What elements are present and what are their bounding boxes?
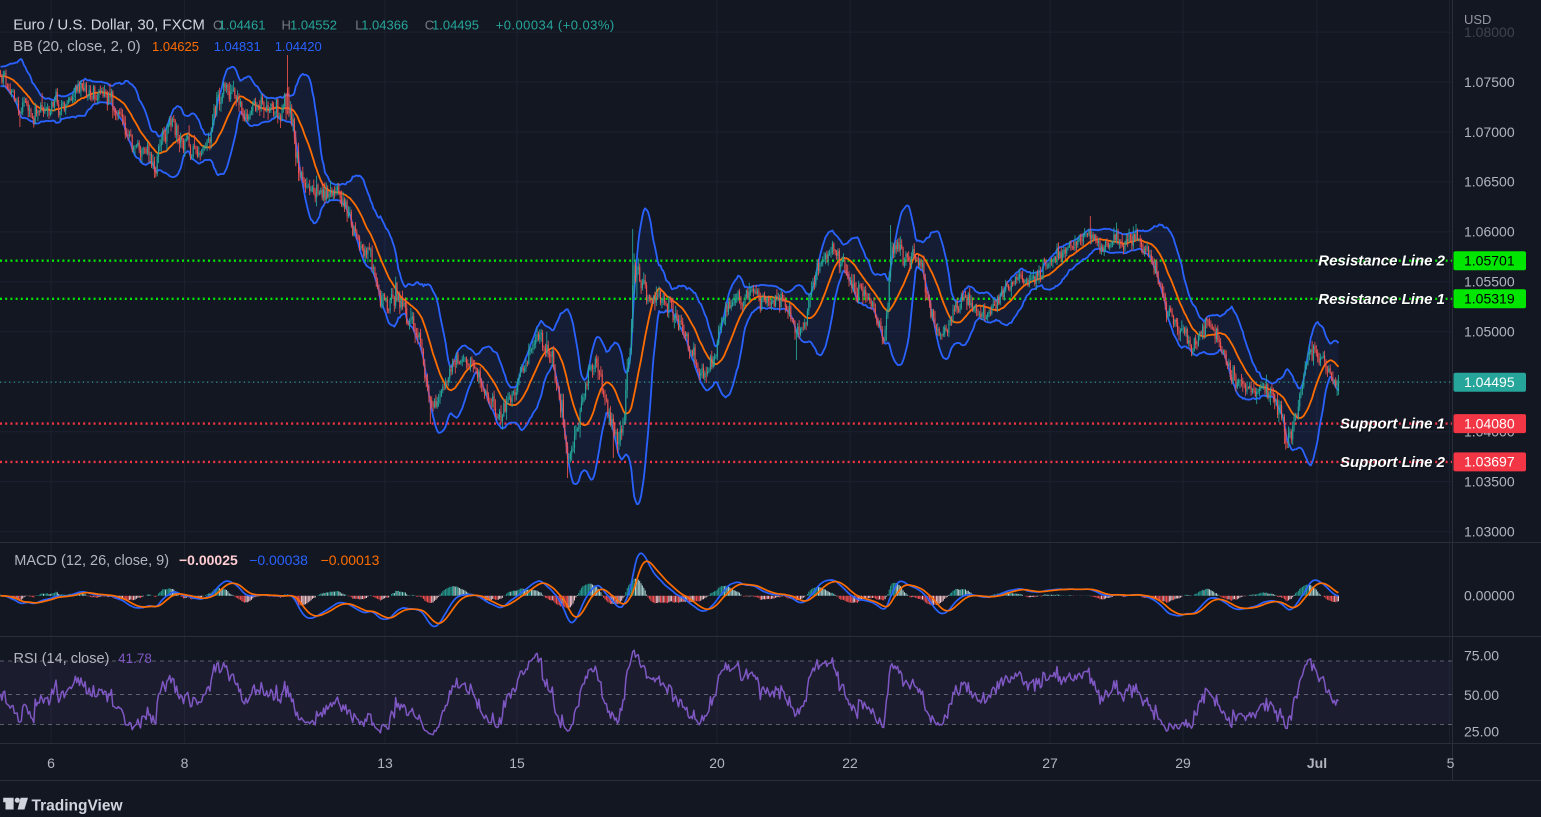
svg-text:Jul: Jul — [1307, 755, 1327, 771]
svg-text:15: 15 — [509, 755, 525, 771]
svg-text:USD: USD — [1464, 12, 1491, 27]
svg-text:Resistance Line 2: Resistance Line 2 — [1318, 253, 1445, 270]
svg-text:1.05319: 1.05319 — [1464, 291, 1515, 307]
svg-text:−0.00025: −0.00025 — [179, 552, 238, 568]
svg-text:1.08000: 1.08000 — [1464, 24, 1515, 40]
svg-text:1.05701: 1.05701 — [1464, 253, 1515, 269]
svg-text:O: O — [213, 18, 223, 33]
svg-text:1.04625: 1.04625 — [152, 39, 199, 54]
svg-text:13: 13 — [377, 755, 393, 771]
svg-text:50.00: 50.00 — [1464, 687, 1499, 703]
svg-text:1.04831: 1.04831 — [214, 39, 261, 54]
svg-text:Support Line 1: Support Line 1 — [1341, 417, 1446, 434]
svg-text:H: H — [282, 18, 291, 33]
svg-text:Support Line 2: Support Line 2 — [1341, 455, 1447, 472]
svg-text:1.07500: 1.07500 — [1464, 74, 1515, 90]
svg-text:Resistance Line 2: Resistance Line 2 — [1319, 254, 1446, 271]
svg-text:1.04552: 1.04552 — [290, 18, 337, 33]
svg-text:5: 5 — [1447, 755, 1455, 771]
svg-text:27: 27 — [1042, 755, 1058, 771]
svg-text:0.00000: 0.00000 — [1464, 588, 1515, 604]
svg-text:RSI (14, close): RSI (14, close) — [14, 651, 110, 667]
svg-text:Resistance Line 1: Resistance Line 1 — [1318, 291, 1445, 308]
svg-text:+0.00034 (+0.03%): +0.00034 (+0.03%) — [496, 18, 615, 33]
svg-text:1.03697: 1.03697 — [1464, 454, 1515, 470]
svg-text:29: 29 — [1175, 755, 1191, 771]
svg-text:MACD (12, 26, close, 9): MACD (12, 26, close, 9) — [14, 553, 169, 569]
svg-text:1.04420: 1.04420 — [275, 39, 322, 54]
svg-text:1.05500: 1.05500 — [1464, 274, 1515, 290]
svg-text:1.07000: 1.07000 — [1464, 124, 1515, 140]
svg-text:Euro / U.S. Dollar, 30, FXCM: Euro / U.S. Dollar, 30, FXCM — [13, 17, 205, 34]
svg-text:1.06000: 1.06000 — [1464, 224, 1515, 240]
svg-text:C: C — [425, 18, 434, 33]
svg-text:1.03000: 1.03000 — [1464, 523, 1515, 539]
svg-text:1.04461: 1.04461 — [219, 18, 266, 33]
svg-text:1.06500: 1.06500 — [1464, 174, 1515, 190]
svg-text:1.04080: 1.04080 — [1464, 415, 1515, 431]
svg-text:1.03500: 1.03500 — [1464, 473, 1515, 489]
svg-text:22: 22 — [842, 755, 858, 771]
svg-text:1.04495: 1.04495 — [1464, 374, 1515, 390]
svg-text:BB (20, close, 2, 0): BB (20, close, 2, 0) — [13, 38, 141, 55]
svg-text:−0.00038: −0.00038 — [249, 552, 308, 568]
svg-text:−0.00013: −0.00013 — [321, 552, 380, 568]
svg-text:1.04495: 1.04495 — [432, 18, 479, 33]
svg-text:1.04366: 1.04366 — [361, 18, 408, 33]
svg-text:20: 20 — [709, 755, 725, 771]
svg-text:Support Line 1: Support Line 1 — [1340, 416, 1445, 433]
svg-text:41.78: 41.78 — [118, 651, 152, 666]
svg-text:6: 6 — [47, 755, 55, 771]
svg-text:Support Line 2: Support Line 2 — [1340, 454, 1446, 471]
svg-text:1.05000: 1.05000 — [1464, 324, 1515, 340]
svg-text:TradingView: TradingView — [32, 798, 124, 815]
svg-text:8: 8 — [181, 755, 189, 771]
svg-text:75.00: 75.00 — [1464, 647, 1499, 663]
svg-text:L: L — [355, 18, 362, 33]
svg-text:Resistance Line 1: Resistance Line 1 — [1319, 292, 1446, 309]
svg-text:25.00: 25.00 — [1464, 723, 1499, 739]
